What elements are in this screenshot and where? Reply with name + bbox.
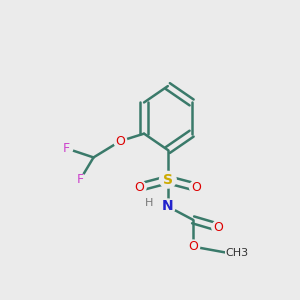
Text: F: F [76,173,84,186]
Text: S: S [163,173,173,187]
Text: N: N [162,200,174,214]
Text: CH3: CH3 [226,248,249,257]
Text: CH3: CH3 [226,248,249,257]
Circle shape [133,181,146,194]
Text: O: O [188,240,198,253]
Circle shape [114,134,127,148]
Text: O: O [115,135,125,148]
Text: O: O [135,181,145,194]
Text: O: O [191,181,201,194]
Circle shape [212,221,225,234]
Circle shape [61,142,73,154]
Circle shape [160,199,175,214]
Circle shape [190,181,202,194]
Circle shape [74,174,86,186]
Circle shape [187,240,200,253]
Text: H: H [145,198,153,208]
Text: O: O [213,221,223,234]
Text: F: F [63,142,70,155]
Circle shape [160,171,176,188]
